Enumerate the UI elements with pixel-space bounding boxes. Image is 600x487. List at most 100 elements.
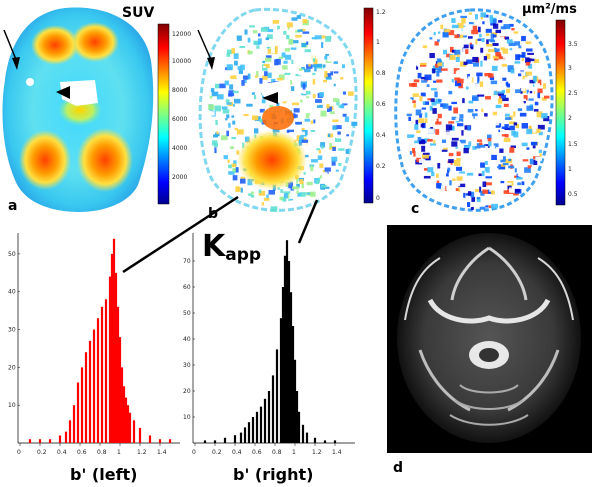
map-speckle: [490, 32, 498, 37]
map-speckle: [488, 205, 494, 208]
map-speckle: [429, 37, 434, 40]
map-speckle: [228, 164, 232, 169]
colorbar-c-tick: 3: [568, 65, 572, 72]
map-speckle: [305, 113, 311, 119]
map-speckle: [521, 123, 528, 129]
map-speckle: [502, 97, 509, 102]
map-speckle: [264, 200, 270, 207]
map-speckle: [287, 27, 290, 30]
map-speckle: [534, 83, 541, 89]
map-speckle: [274, 45, 278, 52]
map-speckle: [245, 192, 253, 195]
map-speckle: [480, 47, 484, 53]
map-speckle: [285, 189, 291, 194]
map-speckle: [527, 165, 533, 169]
map-speckle: [469, 146, 473, 151]
map-speckle: [543, 95, 550, 99]
map-speckle: [503, 190, 509, 194]
map-speckle: [503, 103, 509, 107]
map-speckle: [473, 19, 480, 25]
map-speckle: [477, 76, 480, 82]
map-speckle: [244, 29, 248, 35]
map-speckle: [336, 134, 344, 139]
map-speckle: [221, 106, 228, 110]
map-speckle: [223, 155, 229, 160]
map-speckle: [342, 113, 347, 117]
map-speckle: [325, 37, 331, 42]
map-speckle: [318, 152, 321, 158]
map-speckle: [496, 87, 502, 92]
map-speckle: [472, 124, 475, 130]
map-speckle: [266, 194, 269, 199]
map-speckle: [302, 102, 310, 109]
map-speckle: [461, 130, 464, 136]
map-speckle: [459, 114, 464, 119]
map-speckle: [502, 77, 507, 81]
map-speckle: [423, 168, 429, 171]
map-speckle: [491, 65, 498, 71]
map-speckle: [342, 91, 347, 95]
map-speckle: [519, 112, 527, 117]
map-speckle: [326, 106, 332, 112]
colorbar-a-tick: 6000: [172, 116, 187, 123]
histogram-right-y-tick-label: 70: [183, 258, 191, 265]
map-speckle: [418, 124, 421, 131]
map-speckle: [299, 68, 303, 71]
map-speckle: [540, 101, 546, 106]
histogram-left-bar: [168, 439, 172, 443]
map-speckle: [476, 139, 483, 142]
map-speckle: [451, 79, 454, 83]
map-speckle: [468, 100, 474, 104]
map-speckle: [266, 34, 273, 39]
histogram-right-y-tick-label: 30: [183, 362, 191, 369]
map-speckle: [463, 61, 468, 66]
map-speckle: [310, 120, 313, 124]
map-speckle: [319, 92, 324, 97]
map-speckle: [457, 81, 460, 86]
map-speckle: [487, 149, 491, 153]
map-speckle: [253, 95, 257, 100]
histogram-left-bar: [96, 318, 100, 443]
map-speckle: [526, 48, 533, 52]
map-speckle: [521, 58, 525, 61]
histogram-left-bar: [80, 367, 84, 443]
map-speckle: [466, 86, 469, 90]
histogram-right-bar: [243, 427, 247, 443]
map-speckle: [211, 140, 218, 146]
map-speckle: [472, 114, 475, 119]
map-speckle: [210, 88, 215, 93]
map-speckle: [537, 79, 542, 86]
map-speckle: [420, 92, 426, 97]
map-speckle: [262, 18, 266, 23]
arrowhead-icon: [262, 92, 278, 104]
map-speckle: [464, 145, 471, 150]
map-speckle: [453, 159, 461, 166]
histogram-left-x-tick-label: 0.6: [77, 449, 87, 456]
map-speckle: [430, 88, 437, 91]
map-speckle: [499, 94, 502, 100]
map-speckle: [229, 146, 235, 150]
map-speckle: [477, 90, 482, 94]
map-speckle: [499, 36, 505, 43]
map-speckle: [421, 107, 426, 110]
colorbar-b-tick: 1: [376, 39, 380, 46]
map-speckle: [421, 80, 428, 83]
map-speckle: [231, 163, 237, 168]
map-speckle: [296, 190, 299, 195]
histogram-right-bar: [213, 440, 217, 443]
map-speckle: [490, 20, 496, 26]
map-speckle: [242, 75, 249, 80]
map-speckle: [442, 103, 449, 109]
map-speckle: [232, 168, 239, 172]
histogram-right-bar: [247, 422, 251, 443]
map-speckle: [222, 109, 230, 114]
map-speckle: [476, 197, 480, 200]
histogram-right-bar: [279, 318, 283, 443]
map-speckle: [479, 142, 483, 145]
map-speckle: [490, 145, 496, 149]
colorbar-a-ticks: 12000 10000 8000 6000 4000 2000: [172, 31, 191, 181]
map-speckle: [344, 116, 350, 122]
map-speckle: [528, 135, 535, 141]
map-speckle: [325, 119, 328, 126]
